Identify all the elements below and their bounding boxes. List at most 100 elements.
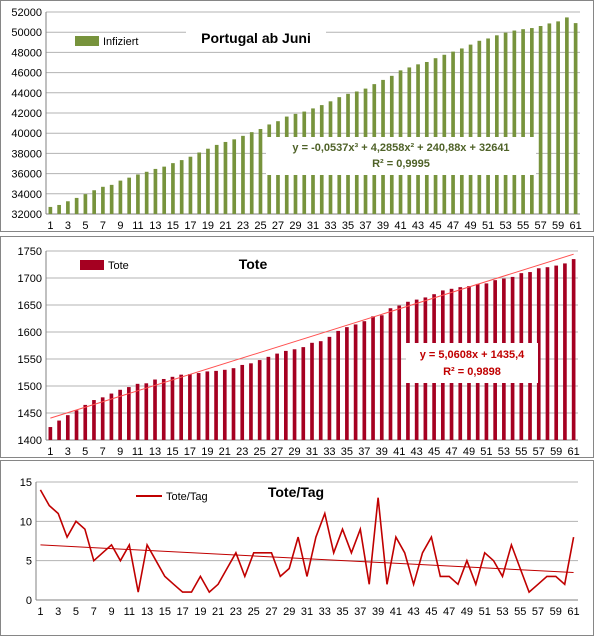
- chart2-ytick-label: 5: [26, 556, 32, 568]
- chart2-xtick-label: 5: [73, 606, 79, 618]
- chart1-ytick-label: 1600: [18, 327, 42, 339]
- chart1-bar: [327, 336, 332, 440]
- chart1-xtick-label: 43: [411, 446, 423, 458]
- chart1-bar: [310, 342, 314, 440]
- chart0-bar: [109, 184, 114, 214]
- chart0-xtick-label: 11: [132, 220, 143, 232]
- chart1-xtick-label: 5: [82, 446, 88, 458]
- chart1-bar: [188, 374, 192, 440]
- chart0-xtick-label: 47: [447, 220, 459, 232]
- chart0-xtick-label: 29: [289, 220, 301, 232]
- chart1-xtick-label: 19: [201, 446, 213, 458]
- chart0-bar: [521, 29, 525, 214]
- chart1-bar: [92, 400, 96, 440]
- chart1-xtick-label: 11: [132, 446, 143, 458]
- chart1-bar: [127, 387, 131, 440]
- chart1-bar: [345, 327, 349, 440]
- chart1-ytick-label: 1750: [18, 246, 42, 258]
- chart1-trendline-equation: y = 5,0608x + 1435,4: [420, 349, 525, 361]
- chart1-bar: [144, 383, 149, 440]
- chart0-bar: [477, 40, 482, 214]
- chart0-ytick-label: 48000: [11, 47, 42, 59]
- chart0-bar: [214, 144, 219, 214]
- chart1-bar: [275, 353, 279, 440]
- chart1-bar: [48, 427, 53, 440]
- chart1-bar: [170, 376, 175, 440]
- chart1-ytick-label: 1550: [18, 354, 42, 366]
- chart0-bar: [512, 30, 517, 215]
- chart1-xtick-label: 55: [515, 446, 527, 458]
- chart1-bar: [318, 341, 323, 440]
- chart0-xtick-label: 51: [482, 220, 494, 232]
- chart0-bar: [223, 141, 228, 214]
- chart0-ytick-label: 32000: [11, 209, 42, 221]
- chart1-bar: [100, 397, 105, 440]
- chart0-xtick-label: 3: [65, 220, 71, 232]
- chart0-xtick-label: 35: [342, 220, 354, 232]
- chart0-xtick-label: 9: [117, 220, 123, 232]
- chart1-bar: [545, 267, 550, 440]
- chart1-bar: [231, 368, 236, 440]
- chart1-xtick-label: 25: [254, 446, 266, 458]
- chart0-bar: [232, 139, 237, 214]
- chart0-bar: [127, 177, 132, 214]
- chart2-xtick-label: 3: [55, 606, 61, 618]
- chart1-bar: [205, 371, 210, 440]
- chart0-xtick-label: 25: [254, 220, 266, 232]
- chart1-trendline-r2: R² = 0,9898: [443, 366, 501, 378]
- chart1-bar: [179, 374, 184, 440]
- chart0-ytick-label: 42000: [11, 108, 42, 120]
- chart0-xtick-label: 39: [377, 220, 389, 232]
- chart0-ytick-label: 34000: [11, 189, 42, 201]
- chart0-bar: [171, 163, 175, 214]
- chart0-xtick-label: 1: [47, 220, 53, 232]
- chart1-xtick-label: 45: [428, 446, 440, 458]
- chart2-xtick-label: 29: [283, 606, 295, 618]
- chart1-bar: [257, 360, 262, 440]
- chart0-bar: [433, 58, 438, 214]
- chart1-ytick-label: 1450: [18, 408, 42, 420]
- chart2-xtick-label: 57: [532, 606, 544, 618]
- chart2-xtick-label: 53: [496, 606, 508, 618]
- chart2-xtick-label: 41: [390, 606, 402, 618]
- chart2-xtick-label: 13: [141, 606, 153, 618]
- chart0-ytick-label: 44000: [11, 88, 42, 100]
- chart1-bar: [362, 321, 367, 440]
- chart1-xtick-label: 33: [323, 446, 335, 458]
- chart1-xtick-label: 29: [288, 446, 300, 458]
- chart0-bar: [241, 135, 245, 214]
- chart0-bar: [162, 166, 167, 214]
- chart-infiziert-svg: 32000 34000 36000 38000 40000 42000 44000 46000…: [0, 0, 594, 232]
- chart0-xtick-label: 7: [100, 220, 106, 232]
- chart2-xtick-label: 47: [443, 606, 455, 618]
- chart0-legend: Infiziert: [75, 36, 138, 48]
- chart0-xtick-label: 41: [394, 220, 406, 232]
- chart0-xtick-label: 55: [517, 220, 529, 232]
- chart0-xtick-label: 43: [412, 220, 424, 232]
- chart0-bar: [101, 186, 105, 214]
- chart1-bar: [118, 389, 122, 440]
- chart1-xtick-label: 15: [166, 446, 178, 458]
- chart0-bar: [74, 197, 79, 214]
- chart1-bar: [379, 315, 384, 440]
- chart2-xtick-label: 25: [248, 606, 260, 618]
- chart2-ytick-label: 15: [20, 477, 32, 489]
- chart-tote-tag: 0 5 10 15 1 3 5 7 9 11 13 15 17 19 21 23 25 27 29 31 33 35 37 3…: [0, 460, 594, 636]
- chart0-bar: [136, 174, 140, 214]
- chart0-bar: [118, 180, 123, 214]
- chart0-xtick-label: 21: [219, 220, 231, 232]
- chart1-bar: [554, 265, 559, 440]
- chart1-bar: [336, 330, 340, 440]
- chart2-xtick-label: 27: [265, 606, 277, 618]
- chart0-xtick-label: 33: [324, 220, 336, 232]
- chart2-title: Tote/Tag: [268, 484, 324, 500]
- chart1-xtick-label: 49: [463, 446, 475, 458]
- chart1-legend-label: Tote: [108, 260, 129, 272]
- chart0-bar: [565, 17, 569, 214]
- chart1-bar: [353, 324, 358, 440]
- chart2-xtick-label: 39: [372, 606, 384, 618]
- chart2-xtick-label: 45: [425, 606, 437, 618]
- chart1-xtick-label: 61: [568, 446, 580, 458]
